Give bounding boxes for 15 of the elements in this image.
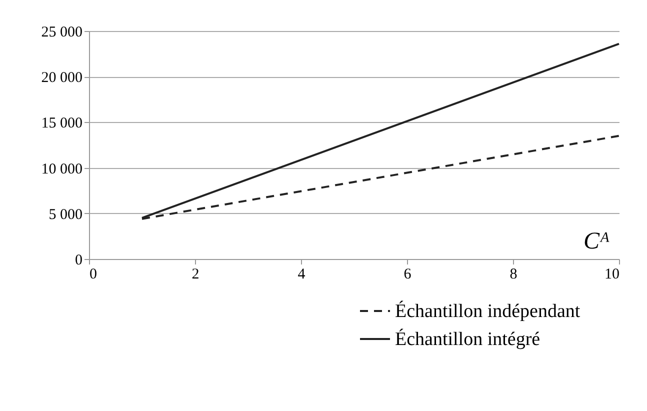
x-tick-label: 10 [604,266,620,282]
x-tick-label: 6 [404,266,412,282]
y-tick-label: 10 000 [41,161,82,178]
y-tick-label: 25 000 [41,24,82,40]
y-tick-label: 5 000 [48,206,82,223]
x-tick-label: 0 [90,266,97,282]
y-tick-label: 20 000 [41,70,82,86]
legend-label: Échantillon intégré [395,328,540,350]
legend-label: Échantillon indépendant [395,300,581,322]
x-tick-label: 2 [192,266,200,282]
x-axis-title: Cᴬ [584,228,610,254]
y-tick-label: 0 [75,252,82,268]
x-tick-label: 4 [298,266,306,282]
y-tick-label: 15 000 [41,116,82,132]
x-tick-label: 8 [510,266,518,282]
